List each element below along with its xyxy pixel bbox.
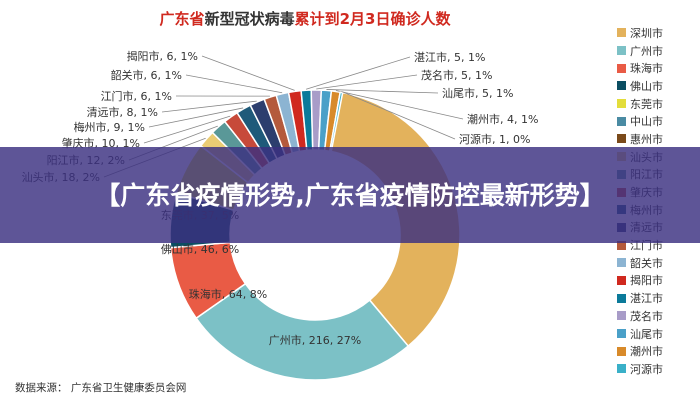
headline-banner: 【广东省疫情形势,广东省疫情防控最新形势】 [0, 147, 700, 243]
data-label: 清远市, 8, 1% [87, 105, 158, 119]
data-label: 揭阳市, 6, 1% [127, 49, 198, 63]
leader-line [143, 115, 231, 144]
legend-label: 湛江市 [630, 292, 663, 306]
data-label: 梅州市, 9, 1% [74, 120, 145, 134]
legend-label: 东莞市 [630, 97, 663, 111]
legend-label: 珠海市 [630, 62, 663, 76]
legend-label: 佛山市 [630, 79, 663, 93]
legend-item: 汕尾市 [617, 325, 700, 343]
leader-line [305, 56, 411, 90]
legend-label: 汕尾市 [630, 327, 663, 341]
data-label: 汕尾市, 5, 1% [442, 86, 513, 100]
legend-swatch [617, 99, 626, 109]
leader-line [335, 90, 464, 120]
legend-swatch [617, 116, 626, 126]
legend-item: 惠州市 [617, 130, 700, 148]
data-label: 韶关市, 6, 1% [111, 68, 182, 82]
data-label: 佛山市, 46, 6% [161, 242, 239, 256]
headline-text: 【广东省疫情形势,广东省疫情防控最新形势】 [95, 180, 605, 210]
leader-line [161, 100, 257, 113]
legend-item: 湛江市 [617, 289, 700, 307]
data-label: 广州市, 216, 27% [269, 333, 361, 347]
legend-item: 珠海市 [617, 59, 700, 77]
data-label: 肇庆市, 10, 1% [62, 136, 140, 150]
data-label: 珠海市, 64, 8% [189, 287, 267, 301]
data-label: 江门市, 6, 1% [101, 89, 172, 103]
legend-item: 韶关市 [617, 254, 700, 272]
data-source-note: 数据来源： 广东省卫生健康委员会网 [15, 382, 187, 394]
legend-swatch [617, 81, 626, 91]
chart-title-part: 广东省 [159, 10, 205, 28]
legend-label: 韶关市 [630, 256, 663, 270]
legend-item: 东莞市 [617, 95, 700, 113]
legend-item: 中山市 [617, 112, 700, 130]
legend-swatch [617, 293, 626, 303]
data-label: 潮州市, 4, 1% [467, 112, 538, 126]
legend-label: 惠州市 [630, 132, 663, 146]
legend-swatch [617, 275, 626, 285]
data-label: 茂名市, 5, 1% [421, 68, 492, 82]
legend-label: 茂名市 [630, 309, 663, 323]
leader-line [326, 89, 439, 94]
legend-item: 揭阳市 [617, 272, 700, 290]
legend-label: 河源市 [630, 362, 663, 376]
legend-swatch [617, 240, 626, 250]
pie-slice [195, 282, 410, 381]
legend-swatch [617, 28, 626, 38]
leader-line [148, 107, 244, 128]
legend-label: 潮州市 [630, 345, 663, 359]
legend-swatch [617, 134, 626, 144]
legend-item: 广州市 [617, 42, 700, 60]
legend-swatch [617, 329, 626, 339]
legend-item: 茂名市 [617, 307, 700, 325]
leader-line [316, 74, 418, 90]
legend-swatch [617, 46, 626, 56]
leader-line [201, 55, 295, 91]
legend-swatch [617, 364, 626, 374]
leader-line [341, 91, 456, 140]
chart-title-part: 新型冠状病毒 [204, 10, 295, 28]
data-label: 湛江市, 5, 1% [414, 50, 485, 64]
legend-swatch [617, 346, 626, 356]
legend-item: 河源市 [617, 360, 700, 378]
chart-title: 广东省新型冠状病毒累计到2月3日确诊人数 [0, 8, 610, 29]
legend-swatch [617, 311, 626, 321]
legend-label: 深圳市 [630, 26, 663, 40]
data-label: 河源市, 1, 0% [459, 132, 530, 146]
legend-swatch [617, 258, 626, 268]
legend-item: 佛山市 [617, 77, 700, 95]
chart-title-part: 累计到2月3日确诊人数 [294, 10, 451, 28]
legend-label: 中山市 [630, 115, 663, 129]
leader-line [185, 74, 283, 94]
legend-item: 深圳市 [617, 24, 700, 42]
legend-label: 揭阳市 [630, 274, 663, 288]
legend-label: 广州市 [630, 44, 663, 58]
legend-item: 潮州市 [617, 342, 700, 360]
legend-swatch [617, 63, 626, 73]
